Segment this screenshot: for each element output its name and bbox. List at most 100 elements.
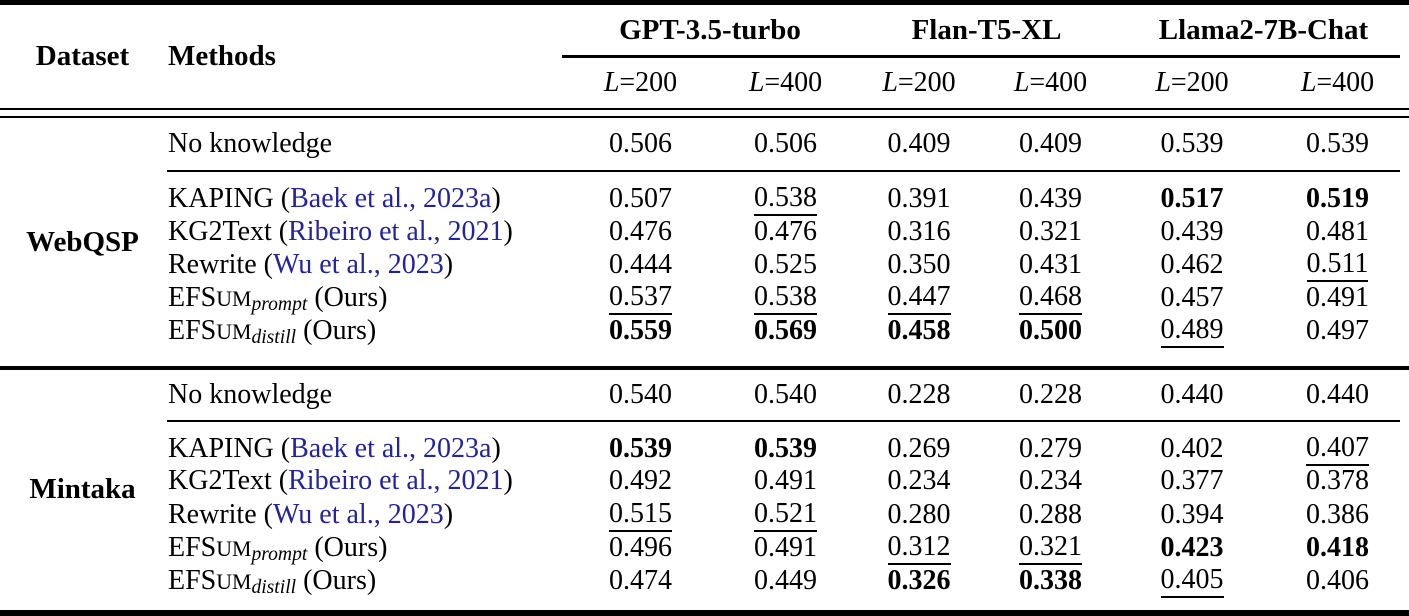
score-cell: 0.506 [716,128,855,160]
score-cell: 0.431 [983,249,1118,281]
score-cell: 0.444 [565,249,716,281]
score: 0.406 [1306,564,1369,596]
score: 0.288 [1019,498,1082,530]
score-cell: 0.321 [983,216,1118,248]
score-cell: 0.569 [716,315,855,347]
method-name-smallcaps: UM [216,536,252,561]
score-cell: 0.468 [983,281,1118,315]
method-name: Rewrite [168,498,257,530]
score: 0.491 [754,531,817,563]
score-best: 0.500 [1019,315,1082,346]
citation-open-paren: ( [271,465,289,496]
score-best: 0.423 [1160,531,1224,563]
score-cell: 0.537 [565,281,716,315]
score: 0.506 [609,128,672,159]
score-second: 0.447 [887,283,951,315]
citation-link[interactable]: Baek et al., 2023a [290,432,492,464]
score: 0.449 [754,564,817,596]
score-second: 0.521 [754,499,817,532]
score-cell: 0.386 [1266,499,1409,531]
citation-open-paren: ( [273,432,291,464]
col-header-budget: L =400 [983,57,1118,108]
method-name: KG2Text [168,215,272,247]
score-cell: 0.378 [1266,465,1409,497]
citation-close-paren: ) [503,465,513,496]
citation-close-paren: ) [491,183,501,214]
citation-open-paren: ( [271,215,289,247]
score: 0.439 [1160,215,1224,247]
budget-variable: L [1013,66,1030,98]
score-cell: 0.507 [565,183,716,215]
baseline-divider-rule [167,419,1400,422]
score-cell: 0.279 [983,433,1118,465]
score-cell: 0.457 [1118,282,1266,314]
method-label-cell: KAPING (Baek et al., 2023a) [165,183,565,215]
budget-variable: L [1300,66,1317,98]
score-cell: 0.476 [716,216,855,248]
score-cell: 0.409 [855,128,983,160]
score-cell: 0.449 [716,565,855,597]
method-label-cell: Rewrite (Wu et al., 2023) [165,499,565,531]
score: 0.409 [1019,128,1082,159]
col-header-flant5: Flan-T5-XL [911,13,1062,46]
table-row-method: EFSUMdistill (Ours) 0.559 0.569 0.458 0.500 0… [0,314,1409,348]
score-cell: 0.538 [716,182,855,216]
score-cell: 0.539 [565,433,716,465]
score-best: 0.326 [887,564,951,596]
method-ours-tag: (Ours) [307,531,388,563]
score-cell: 0.447 [855,281,983,315]
score-best: 0.458 [887,315,951,346]
table-body: WebQSP No knowledge 0.506 0.506 0.409 0.409 0.… [0,118,1409,610]
score: 0.476 [609,215,672,247]
score-best: 0.418 [1306,531,1369,563]
dataset-label: Mintaka [0,370,165,611]
citation-link[interactable]: Ribeiro et al., 2021 [288,215,504,247]
score-cell: 0.228 [983,379,1118,411]
table-row-method: KAPING (Baek et al., 2023a) 0.539 0.539 0.2… [0,432,1409,466]
table-row-method: KG2Text (Ribeiro et al., 2021) 0.476 0.476… [0,215,1409,248]
method-variant-subscript: prompt [251,543,308,565]
table-header: Dataset Methods GPT-3.5-turbo Flan-T5-XL… [0,5,1409,108]
score: 0.269 [887,432,951,464]
score: 0.496 [609,531,672,563]
score-cell: 0.538 [716,281,855,315]
score: 0.440 [1160,378,1224,410]
score: 0.350 [887,249,951,280]
citation-link[interactable]: Ribeiro et al., 2021 [288,465,504,496]
budget-value: =200 [619,66,678,98]
table-row-method: Rewrite (Wu et al., 2023) 0.444 0.525 0.350… [0,248,1409,282]
score: 0.439 [1019,183,1082,214]
score: 0.474 [609,564,672,596]
score-cell: 0.491 [716,532,855,564]
table-row-no-knowledge: No knowledge 0.540 0.540 0.228 0.228 0.440 0.4… [0,370,1409,420]
score: 0.539 [1306,128,1369,159]
dataset-group: WebQSP No knowledge 0.506 0.506 0.409 0.409 0.… [0,118,1409,366]
score-cell: 0.474 [565,565,716,597]
score-cell: 0.539 [1266,128,1409,160]
method-name: EFS [168,282,217,313]
budget-value: =400 [1316,66,1375,98]
citation-link[interactable]: Wu et al., 2023 [272,498,444,530]
table-bottom-border [0,610,1409,616]
score-best: 0.539 [754,432,817,464]
score-second: 0.538 [754,283,817,315]
score: 0.525 [754,249,817,280]
score: 0.378 [1306,465,1369,496]
citation-link[interactable]: Wu et al., 2023 [272,249,444,280]
citation-link[interactable]: Baek et al., 2023a [290,183,492,214]
header-double-rule [0,108,1409,118]
score-cell: 0.391 [855,183,983,215]
score: 0.234 [1019,465,1082,496]
score-cell: 0.515 [565,498,716,532]
methods-block: KAPING (Baek et al., 2023a) 0.539 0.539 0.2… [0,422,1409,611]
method-label-cell: KG2Text (Ribeiro et al., 2021) [165,216,565,248]
score: 0.497 [1306,315,1369,346]
score-best: 0.517 [1160,183,1224,214]
score-cell: 0.377 [1118,465,1266,497]
score: 0.402 [1160,432,1224,464]
method-name: Rewrite [168,249,257,280]
score-best: 0.338 [1019,564,1082,596]
budget-variable: L [1155,66,1171,98]
score-cell: 0.439 [983,183,1118,215]
